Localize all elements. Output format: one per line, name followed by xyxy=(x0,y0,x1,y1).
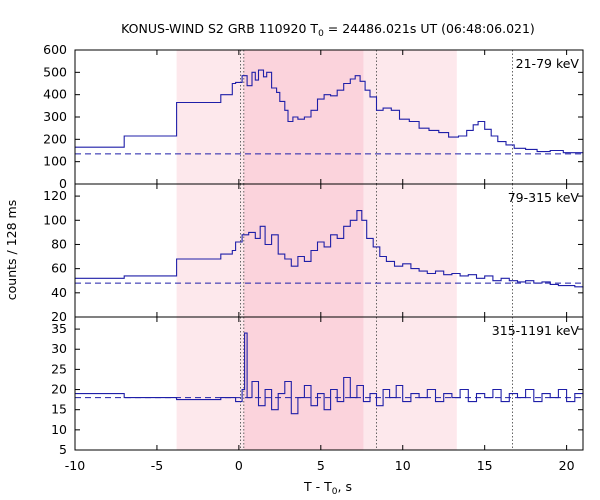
y-tick-label: 600 xyxy=(43,42,67,57)
y-tick-label: 300 xyxy=(43,109,67,124)
y-tick-label: 25 xyxy=(51,361,67,376)
y-tick-label: 80 xyxy=(51,236,67,251)
light-curve-3 xyxy=(75,332,584,415)
shaded-interval-inner xyxy=(243,50,364,450)
y-tick-label: 30 xyxy=(51,341,67,356)
y-tick-label: 200 xyxy=(43,131,67,146)
y-tick-label: 400 xyxy=(43,87,67,102)
panel-label: 79-315 keV xyxy=(508,190,580,205)
chart-title: KONUS-WIND S2 GRB 110920 T0 = 24486.021s… xyxy=(121,21,535,39)
x-tick-label: 15 xyxy=(477,458,493,473)
y-tick-label: 100 xyxy=(43,212,67,227)
x-tick-label: 5 xyxy=(317,458,325,473)
y-tick-label: 0 xyxy=(59,176,67,191)
y-tick-label: 35 xyxy=(51,321,67,336)
y-tick-label: 60 xyxy=(51,261,67,276)
panel-label: 315-1191 keV xyxy=(492,323,580,338)
y-axis-label: counts / 128 ms xyxy=(4,200,19,300)
y-tick-label: 20 xyxy=(51,382,67,397)
x-tick-label: 20 xyxy=(559,458,575,473)
y-tick-label: 15 xyxy=(51,402,67,417)
x-tick-label: 0 xyxy=(235,458,243,473)
y-tick-label: 20 xyxy=(51,309,67,324)
panel-frame xyxy=(74,316,584,451)
y-tick-label: 40 xyxy=(51,285,67,300)
x-axis-label: T - T0, s xyxy=(303,479,352,497)
y-tick-label: 10 xyxy=(51,422,67,437)
light-curve-2 xyxy=(75,210,584,288)
x-tick-label: -5 xyxy=(151,458,163,473)
y-tick-label: 5 xyxy=(59,442,67,457)
x-tick-label: -10 xyxy=(65,458,85,473)
light-curve-1 xyxy=(75,69,584,154)
x-tick-label: 10 xyxy=(395,458,411,473)
y-tick-label: 100 xyxy=(43,154,67,169)
panel-label: 21-79 keV xyxy=(516,56,580,71)
y-tick-label: 500 xyxy=(43,64,67,79)
y-tick-label: 120 xyxy=(43,188,67,203)
